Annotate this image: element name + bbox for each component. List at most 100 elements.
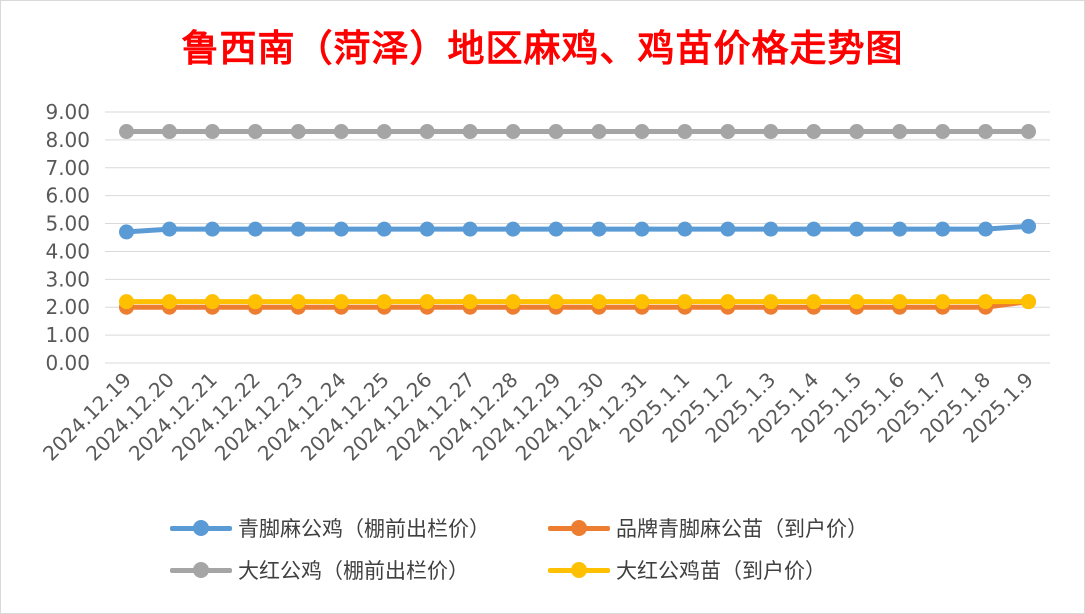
data-point	[161, 221, 177, 237]
legend-label: 大红公鸡（棚前出栏价）	[238, 559, 469, 583]
y-tick-label: 9.00	[45, 100, 90, 124]
data-point	[333, 124, 349, 140]
chart-title: 鲁西南（菏泽）地区麻鸡、鸡苗价格走势图	[181, 26, 904, 70]
data-point	[806, 124, 822, 140]
data-point	[849, 221, 865, 237]
legend-marker	[571, 562, 587, 578]
series-dahong-rooster	[118, 124, 1037, 140]
data-point	[892, 294, 908, 310]
data-point	[548, 294, 564, 310]
data-point	[763, 221, 779, 237]
data-point	[247, 221, 263, 237]
y-tick-label: 0.00	[45, 351, 90, 375]
legend-swatch	[548, 510, 610, 546]
data-point	[333, 221, 349, 237]
y-axis-tick-labels: 0.00 1.00 2.00 3.00 4.00 5.00 6.00 7.00 8.00 9.00	[45, 100, 90, 375]
data-point	[892, 124, 908, 140]
data-point	[935, 124, 951, 140]
legend-marker	[571, 520, 587, 536]
data-point	[462, 221, 478, 237]
y-tick-label: 4.00	[45, 239, 90, 263]
data-point	[419, 124, 435, 140]
data-point	[634, 294, 650, 310]
data-point	[849, 294, 865, 310]
legend-item-dahong-rooster: 大红公鸡（棚前出栏价）	[170, 552, 469, 588]
data-point	[720, 221, 736, 237]
series-dahong-chick	[118, 294, 1037, 310]
legend-label: 青脚麻公鸡（棚前出栏价）	[238, 517, 490, 541]
data-point	[376, 221, 392, 237]
legend-marker	[193, 520, 209, 536]
data-point	[462, 124, 478, 140]
data-point	[591, 124, 607, 140]
y-tick-label: 1.00	[45, 323, 90, 347]
data-point	[1021, 294, 1037, 310]
legend-swatch	[548, 552, 610, 588]
legend: 青脚麻公鸡（棚前出栏价） 品牌青脚麻公苗（到户价） 大红公鸡（棚前出栏价） 大红…	[170, 510, 970, 590]
data-point	[677, 294, 693, 310]
data-point	[505, 221, 521, 237]
data-point	[978, 294, 994, 310]
data-point	[290, 221, 306, 237]
data-point	[591, 294, 607, 310]
data-point	[376, 294, 392, 310]
data-point	[634, 221, 650, 237]
data-point	[720, 124, 736, 140]
data-point	[290, 294, 306, 310]
data-point	[118, 294, 134, 310]
data-point	[161, 294, 177, 310]
y-tick-label: 6.00	[45, 184, 90, 208]
data-point	[419, 294, 435, 310]
data-point	[935, 221, 951, 237]
data-point	[333, 294, 349, 310]
x-axis-tick-labels: 2024.12.192024.12.202024.12.212024.12.22…	[38, 368, 1038, 466]
data-point	[505, 294, 521, 310]
legend-label: 品牌青脚麻公苗（到户价）	[616, 517, 868, 541]
data-point	[591, 221, 607, 237]
data-point	[806, 221, 822, 237]
data-point	[677, 221, 693, 237]
data-point	[462, 294, 478, 310]
data-point	[247, 124, 263, 140]
data-point	[161, 124, 177, 140]
legend-swatch	[170, 510, 232, 546]
data-point	[376, 124, 392, 140]
legend-label: 大红公鸡苗（到户价）	[616, 559, 826, 583]
data-point	[892, 221, 908, 237]
series-line	[124, 299, 1031, 310]
y-tick-label: 2.00	[45, 295, 90, 319]
data-point	[548, 221, 564, 237]
data-point	[634, 124, 650, 140]
data-point	[677, 124, 693, 140]
y-tick-label: 5.00	[45, 212, 90, 236]
legend-marker	[193, 562, 209, 578]
legend-item-dahong-chick: 大红公鸡苗（到户价）	[548, 552, 826, 588]
series-group	[118, 124, 1037, 315]
series-qingjiao-rooster	[118, 218, 1037, 240]
legend-item-brand-chick: 品牌青脚麻公苗（到户价）	[548, 510, 868, 546]
legend-item-qingjiao-rooster: 青脚麻公鸡（棚前出栏价）	[170, 510, 490, 546]
data-point	[978, 221, 994, 237]
series-line	[124, 223, 1031, 235]
data-point	[935, 294, 951, 310]
gridlines	[105, 111, 1050, 364]
data-point	[505, 124, 521, 140]
data-point	[118, 224, 134, 240]
legend-swatch	[170, 552, 232, 588]
data-point	[806, 294, 822, 310]
data-point	[247, 294, 263, 310]
y-tick-label: 3.00	[45, 267, 90, 291]
data-point	[204, 294, 220, 310]
data-point	[720, 294, 736, 310]
y-tick-label: 8.00	[45, 128, 90, 152]
data-point	[118, 124, 134, 140]
data-point	[419, 221, 435, 237]
data-point	[204, 124, 220, 140]
data-point	[763, 124, 779, 140]
data-point	[204, 221, 220, 237]
data-point	[1021, 124, 1037, 140]
data-point	[548, 124, 564, 140]
y-tick-label: 7.00	[45, 156, 90, 180]
data-point	[849, 124, 865, 140]
